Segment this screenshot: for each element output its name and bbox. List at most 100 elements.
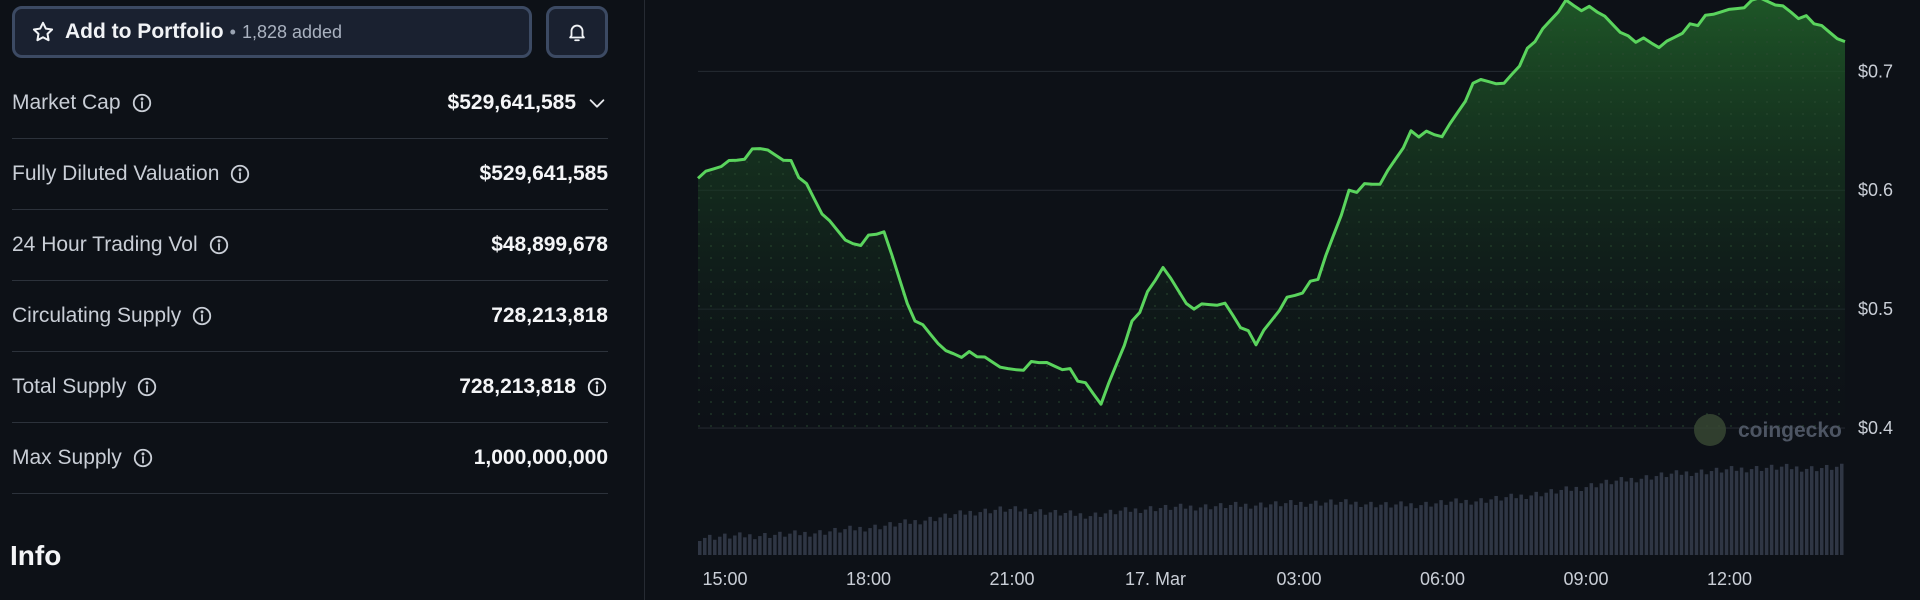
- volume-bar: [1474, 501, 1478, 555]
- volume-bar: [1684, 471, 1689, 555]
- volume-bar: [1599, 483, 1604, 555]
- stat-label-text: Fully Diluted Valuation: [12, 162, 220, 185]
- volume-bar: [1218, 503, 1223, 555]
- volume-bar: [778, 531, 782, 555]
- volume-bar: [1539, 496, 1543, 555]
- volume-bar: [1334, 504, 1338, 555]
- y-tick-label: $0.4: [1858, 418, 1893, 438]
- volume-bar: [728, 538, 732, 555]
- volume-bar: [1018, 511, 1023, 555]
- volume-bar: [878, 529, 882, 555]
- stat-row-total-supply: Total Supply 728,213,818: [12, 352, 608, 423]
- x-tick-label: 17. Mar: [1125, 569, 1186, 589]
- volume-bar: [863, 531, 867, 555]
- stat-value-text: $529,641,585: [479, 162, 608, 185]
- volume-bar: [1309, 503, 1313, 555]
- stat-row-24h-trading-volume: 24 Hour Trading Vol $48,899,678: [12, 210, 608, 281]
- volume-bar: [1063, 512, 1068, 555]
- price-area-dots: [698, 0, 1845, 428]
- volume-bar: [868, 528, 872, 555]
- volume-bar: [1294, 504, 1298, 555]
- volume-bar: [1564, 486, 1569, 555]
- volume-bar: [1178, 503, 1183, 555]
- volume-bar: [1614, 480, 1619, 555]
- panel-divider: [644, 0, 645, 600]
- volume-bar: [1158, 508, 1163, 555]
- volume-bar: [1834, 466, 1839, 555]
- price-chart[interactable]: $0.4 $0.5 $0.6 $0.7 15:00 18:00 21:00 17. Mar 0…: [645, 0, 1920, 600]
- info-icon[interactable]: [586, 376, 608, 398]
- volume-bar: [1619, 477, 1624, 555]
- volume-bar: [1238, 506, 1243, 555]
- volume-bar: [1098, 516, 1103, 555]
- info-icon[interactable]: [136, 376, 158, 398]
- volume-bar: [968, 510, 972, 555]
- price-alert-button[interactable]: [546, 6, 608, 58]
- info-icon[interactable]: [132, 447, 154, 469]
- volume-bar: [1299, 501, 1303, 555]
- volume-bar: [1544, 492, 1548, 555]
- stat-value: $529,641,585: [448, 91, 608, 115]
- volume-bar: [1804, 468, 1809, 555]
- volume-bar: [1744, 472, 1749, 555]
- volume-bar: [953, 514, 957, 555]
- volume-bars: [698, 463, 1844, 555]
- stat-value-text: 728,213,818: [491, 304, 608, 327]
- info-icon[interactable]: [208, 234, 230, 256]
- volume-bar: [1709, 471, 1714, 555]
- volume-bar: [908, 523, 912, 555]
- volume-bar: [1479, 498, 1483, 555]
- volume-bar: [993, 509, 998, 555]
- x-tick-label: 21:00: [989, 569, 1034, 589]
- volume-bar: [1414, 508, 1418, 555]
- volume-bar: [758, 536, 762, 555]
- stat-row-market-cap[interactable]: Market Cap $529,641,585: [12, 68, 608, 139]
- info-icon[interactable]: [229, 163, 251, 185]
- volume-bar: [1449, 501, 1453, 555]
- price-chart-svg[interactable]: $0.4 $0.5 $0.6 $0.7 15:00 18:00 21:00 17. Mar 0…: [645, 0, 1920, 600]
- volume-bar: [1494, 495, 1498, 555]
- volume-bar: [1038, 509, 1043, 555]
- volume-bar: [1574, 486, 1579, 555]
- volume-bar: [1529, 495, 1533, 555]
- volume-bar: [1774, 469, 1779, 555]
- volume-bar: [1489, 499, 1493, 555]
- volume-bar: [1279, 506, 1283, 555]
- volume-bar: [1639, 478, 1644, 555]
- volume-bar: [1374, 507, 1378, 555]
- volume-bar: [1434, 503, 1438, 555]
- volume-bar: [1699, 469, 1704, 555]
- volume-bar: [1624, 481, 1629, 555]
- volume-bar: [848, 525, 852, 555]
- coingecko-logo-icon: [1694, 414, 1726, 446]
- stat-row-fully-diluted-valuation: Fully Diluted Valuation $529,641,585: [12, 139, 608, 210]
- volume-bar: [1454, 498, 1458, 555]
- volume-bar: [1634, 482, 1639, 555]
- add-to-portfolio-button[interactable]: Add to Portfolio • 1,828 added: [12, 6, 532, 58]
- volume-bar: [903, 519, 907, 555]
- info-icon[interactable]: [191, 305, 213, 327]
- volume-bar: [1394, 504, 1398, 555]
- volume-bar: [898, 522, 902, 555]
- volume-bar: [1679, 474, 1684, 555]
- volume-bar: [1484, 502, 1488, 555]
- info-icon[interactable]: [131, 92, 153, 114]
- stat-label: Circulating Supply: [12, 304, 213, 328]
- volume-bar: [1794, 466, 1799, 555]
- chevron-down-icon[interactable]: [586, 92, 608, 114]
- volume-bar: [1704, 474, 1709, 555]
- stat-value: 728,213,818: [491, 304, 608, 328]
- volume-bar: [1168, 509, 1173, 555]
- volume-bar: [738, 532, 742, 555]
- volume-bar: [873, 524, 877, 555]
- volume-bar: [718, 536, 722, 555]
- x-tick-label: 15:00: [702, 569, 747, 589]
- volume-bar: [998, 506, 1003, 555]
- volume-bar: [768, 537, 772, 555]
- volume-bar: [1133, 508, 1138, 555]
- volume-bar: [1779, 466, 1784, 555]
- volume-bar: [1649, 479, 1654, 555]
- volume-bar: [1073, 515, 1078, 555]
- stat-label: Fully Diluted Valuation: [12, 162, 251, 186]
- stat-value-text: 728,213,818: [459, 375, 576, 398]
